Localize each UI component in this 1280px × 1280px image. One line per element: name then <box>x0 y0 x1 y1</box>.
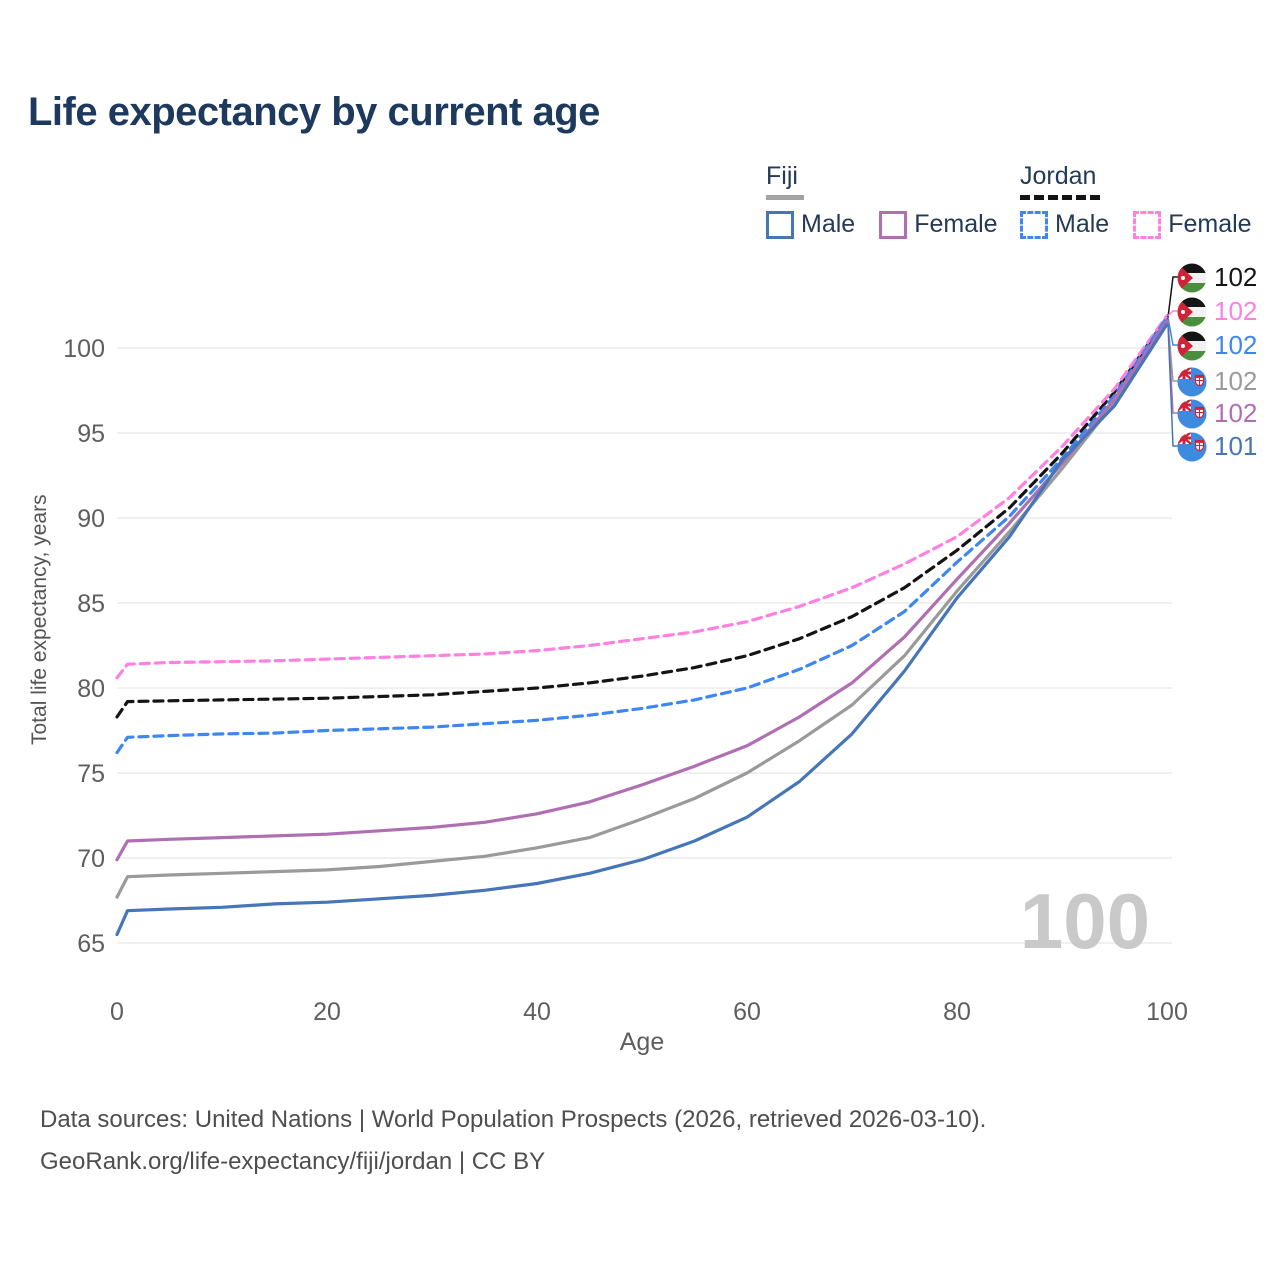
leader-line-jordan-female <box>1167 310 1179 317</box>
series-line-jordan-total[interactable] <box>115 315 1169 719</box>
y-tick-70: 70 <box>77 845 105 873</box>
plot-area: 65 70 75 80 85 90 95 100 0 20 40 60 80 100 <box>63 276 1188 1026</box>
y-tick-75: 75 <box>77 760 105 788</box>
x-tick-60: 60 <box>733 998 761 1026</box>
footer-link: GeoRank.org/life-expectancy/fiji/jordan … <box>40 1148 546 1175</box>
series-line-jordan-female[interactable] <box>115 314 1169 680</box>
fiji-flag-icon <box>1177 432 1207 461</box>
jordan-line-sample <box>1020 195 1100 200</box>
y-tick-65: 65 <box>77 930 105 958</box>
legend-fiji-male-label[interactable]: Male <box>801 210 856 238</box>
end-label-jordan-male: 102 <box>1177 330 1257 361</box>
end-label-jordan-female: 102 <box>1177 296 1257 327</box>
end-value-jordan-total: 102 <box>1214 262 1258 292</box>
fiji-line-sample <box>766 195 804 200</box>
legend-swatch-jordan-male[interactable] <box>1020 210 1048 239</box>
x-tick-100: 100 <box>1146 998 1188 1026</box>
end-label-fiji-total: 102 <box>1177 366 1257 397</box>
end-value-fiji-total: 102 <box>1214 366 1258 396</box>
legend-fiji-female-label[interactable]: Female <box>914 210 998 238</box>
y-tick-80: 80 <box>77 675 105 703</box>
legend-group-jordan: Jordan Male Female <box>1020 162 1276 239</box>
legend-jordan-male-label[interactable]: Male <box>1055 210 1110 238</box>
series-line-jordan-male[interactable] <box>115 315 1169 755</box>
legend-jordan-label: Jordan <box>1020 162 1097 190</box>
legend-swatch-fiji-female[interactable] <box>879 210 908 239</box>
y-tick-90: 90 <box>77 505 105 533</box>
page-title: Life expectancy by current age <box>28 90 600 134</box>
series-line-fiji-total[interactable] <box>115 320 1169 899</box>
y-tick-95: 95 <box>77 420 105 448</box>
jordan-flag-icon <box>1177 297 1207 326</box>
end-value-jordan-male: 102 <box>1214 330 1258 360</box>
jordan-flag-icon <box>1177 331 1207 360</box>
fiji-flag-icon <box>1177 399 1207 428</box>
end-value-jordan-female: 102 <box>1214 296 1258 326</box>
end-value-fiji-male: 101 <box>1214 431 1258 461</box>
y-tick-85: 85 <box>77 590 105 618</box>
end-label-fiji-male: 101 <box>1177 431 1257 462</box>
leader-line-jordan-male <box>1167 317 1179 346</box>
x-axis-title: Age <box>619 1028 665 1056</box>
x-tick-80: 80 <box>943 998 971 1026</box>
series-line-fiji-female[interactable] <box>115 319 1169 862</box>
fiji-flag-icon <box>1177 367 1207 396</box>
y-axis-title: Total life expectancy, years <box>28 494 51 746</box>
leader-line-fiji-male <box>1167 324 1179 447</box>
jordan-flag-icon <box>1177 263 1207 292</box>
end-label-jordan-total: 102 <box>1177 262 1257 293</box>
end-value-fiji-female: 102 <box>1214 398 1258 428</box>
legend-swatch-fiji-male[interactable] <box>766 210 794 239</box>
legend-swatch-jordan-female[interactable] <box>1133 210 1162 239</box>
x-tick-40: 40 <box>523 998 551 1026</box>
x-tick-0: 0 <box>110 998 124 1026</box>
leader-line-jordan-total <box>1167 276 1179 318</box>
legend-fiji-label: Fiji <box>766 162 798 190</box>
y-tick-100: 100 <box>63 335 105 363</box>
footer-sources: Data sources: United Nations | World Pop… <box>40 1106 987 1133</box>
x-tick-20: 20 <box>313 998 341 1026</box>
series-line-fiji-male[interactable] <box>115 322 1169 937</box>
end-label-fiji-female: 102 <box>1177 398 1257 429</box>
legend-jordan-female-label[interactable]: Female <box>1168 210 1252 238</box>
legend-group-fiji: Fiji Male Female <box>766 162 1022 239</box>
watermark-100: 100 <box>1019 877 1150 965</box>
